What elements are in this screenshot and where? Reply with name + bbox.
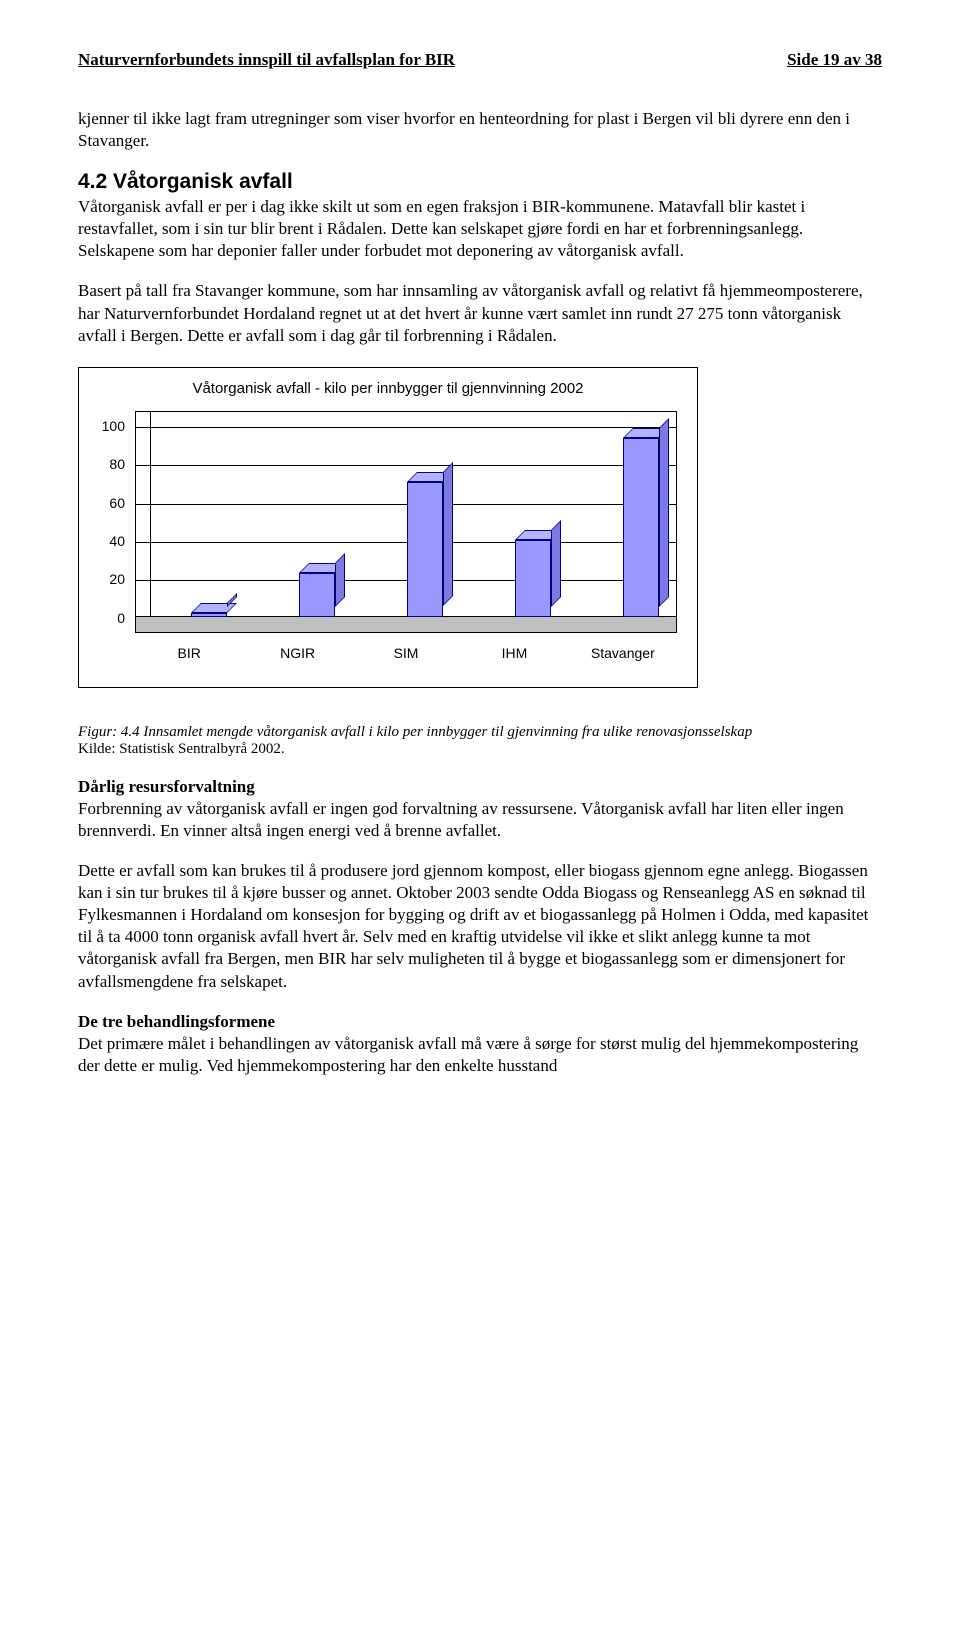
document-page: Naturvernforbundets innspill til avfalls… [0,0,960,1137]
chart-xlabel: SIM [352,645,460,661]
chart-xlabel: NGIR [243,645,351,661]
chart-bar [299,573,345,617]
section42-para2: Basert på tall fra Stavanger kommune, so… [78,280,882,346]
chart-bar [623,438,669,617]
chart-gridline [136,465,676,466]
behandling-heading: De tre behandlingsformene [78,1012,275,1031]
page-header: Naturvernforbundets innspill til avfalls… [78,50,882,70]
chart-area: 0 20 40 60 80 100 BIRNGIRSIMIHMStavanger [95,411,681,671]
chart-bar [191,613,237,617]
spacer [78,842,882,860]
chart-ytick-label: 20 [95,571,125,587]
chart-ceiling [136,412,676,428]
header-title-left: Naturvernforbundets innspill til avfalls… [78,50,455,70]
chart-gridline [136,504,676,505]
chart-gridline [136,542,676,543]
resurs-para1: Forbrenning av våtorganisk avfall er ing… [78,799,844,840]
chart-bar [407,482,453,616]
chart-ytick-label: 0 [95,610,125,626]
resurs-heading: Dårlig resursforvaltning [78,777,255,796]
chart-xlabel: IHM [460,645,568,661]
figure-caption: Figur: 4.4 Innsamlet mengde våtorganisk … [78,724,882,741]
chart-ytick-label: 40 [95,533,125,549]
chart-bar [515,540,561,617]
intro-paragraph: kjenner til ikke lagt fram utregninger s… [78,108,882,152]
chart-ytick-label: 100 [95,418,125,434]
behandling-block: De tre behandlingsformene Det primære må… [78,1011,882,1077]
chart-xlabels: BIRNGIRSIMIHMStavanger [135,645,677,661]
header-title-right: Side 19 av 38 [787,50,882,70]
behandling-para1: Det primære målet i behandlingen av våto… [78,1034,858,1075]
chart-gridline [136,427,676,428]
chart-gridline [136,580,676,581]
section42-para1: Våtorganisk avfall er per i dag ikke ski… [78,196,882,262]
chart-xlabel: Stavanger [569,645,677,661]
figure-source: Kilde: Statistisk Sentralbyrå 2002. [78,741,882,758]
chart-xlabel: BIR [135,645,243,661]
chart-plot [135,411,677,633]
resurs-para2: Dette er avfall som kan brukes til å pro… [78,860,882,993]
section-heading-42: 4.2 Våtorganisk avfall [78,170,882,194]
resurs-block: Dårlig resursforvaltning Forbrenning av … [78,776,882,842]
chart-ytick-label: 60 [95,495,125,511]
chart-floor [136,616,676,632]
chart-ytick-label: 80 [95,456,125,472]
chart-left-wall [136,412,151,617]
chart-container: Våtorganisk avfall - kilo per innbygger … [78,367,698,688]
chart-title: Våtorganisk avfall - kilo per innbygger … [95,380,681,397]
